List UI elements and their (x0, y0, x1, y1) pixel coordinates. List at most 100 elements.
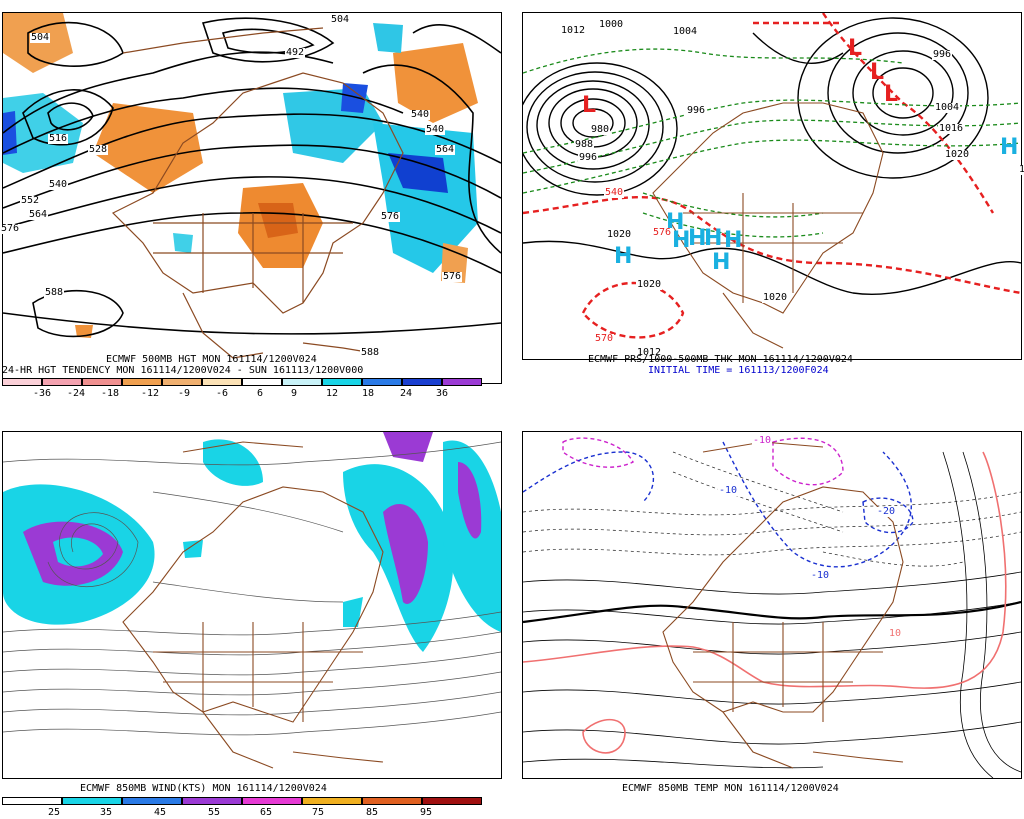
map-borders (662, 441, 904, 769)
panel-500mb-height (2, 12, 502, 384)
high-symbol: H (614, 244, 633, 269)
isobar-label: 996 (932, 49, 953, 60)
temp-contour-blue (523, 441, 914, 568)
caption-500mb: ECMWF 500MB HGT MON 161114/1200V024 (106, 354, 317, 365)
isobar-label: 1016 (938, 123, 965, 134)
tick: 55 (207, 807, 221, 818)
tick: 12 (325, 388, 339, 399)
isobar-label: 996 (686, 105, 707, 116)
isobar-label: 996 (578, 152, 599, 163)
contour-label: 576 (0, 223, 21, 234)
isobar-label: 1004 (672, 26, 699, 37)
thickness-label: 570 (594, 333, 615, 344)
contour-label: 516 (48, 133, 69, 144)
caption-wind: ECMWF 850MB WIND(KTS) MON 161114/1200V02… (80, 783, 327, 794)
colorbar-tendency: -36 -24 -18 -12 -9 -6 6 9 12 18 24 36 (2, 378, 482, 400)
high-symbol: H (704, 226, 723, 251)
thickness-red (523, 13, 1021, 339)
high-symbol: H (724, 228, 743, 253)
isobar-label: 988 (574, 139, 595, 150)
contour-label: 504 (30, 32, 51, 43)
tick: -18 (100, 388, 120, 399)
isobar-label: 1020 (636, 279, 663, 290)
panel-pressure-thickness (522, 12, 1022, 360)
temp-label: -10 (752, 435, 773, 446)
tick: 35 (99, 807, 113, 818)
tick: -36 (32, 388, 52, 399)
contour-label: 576 (380, 211, 401, 222)
tick: 24 (399, 388, 413, 399)
contour-label: 552 (20, 195, 41, 206)
caption-initial-time: INITIAL TIME = 161113/1200F024 (648, 365, 829, 376)
tick: 36 (435, 388, 449, 399)
map-borders (122, 441, 384, 769)
isobar-label: 1020 (944, 149, 971, 160)
tendency-fills (3, 13, 478, 338)
contour-label: 564 (28, 209, 49, 220)
high-symbol: H (688, 226, 707, 251)
isobar-label: 1012 (636, 347, 663, 358)
tick: -6 (215, 388, 229, 399)
low-symbol: L (848, 36, 863, 61)
tick: -9 (177, 388, 191, 399)
thickness-label: 576 (652, 227, 673, 238)
tick: 85 (365, 807, 379, 818)
low-symbol: L (884, 82, 899, 107)
tick: 65 (259, 807, 273, 818)
contour-label: 588 (44, 287, 65, 298)
temp-contours (523, 451, 1021, 778)
low-symbol: L (870, 60, 885, 85)
isobar-label: 980 (590, 124, 611, 135)
panel-850mb-temp (522, 431, 1022, 779)
isobar-label: 1028 (1018, 165, 1024, 175)
temp-contour-red (523, 451, 1007, 754)
caption-tendency: 24-HR HGT TENDENCY MON 161114/1200V024 -… (2, 365, 364, 376)
caption-pressure: ECMWF PRS/1000-500MB THK MON 161114/1200… (588, 354, 853, 365)
contour-label: 528 (88, 144, 109, 155)
tick: 95 (419, 807, 433, 818)
map-borders (652, 102, 884, 349)
isobar-label: 1020 (606, 229, 633, 240)
temp-label: 10 (888, 628, 903, 639)
streamlines (3, 441, 501, 736)
tick: 25 (47, 807, 61, 818)
temp-label: -10 (718, 485, 739, 496)
tick: 45 (153, 807, 167, 818)
tick: -12 (140, 388, 160, 399)
temp-label: -20 (876, 506, 897, 517)
isobar-label: 1020 (762, 292, 789, 303)
thickness-green (523, 48, 1021, 238)
tick: 9 (290, 388, 298, 399)
low-symbol: L (582, 93, 597, 118)
contour-label: 540 (48, 179, 69, 190)
temp-label: -10 (810, 570, 831, 581)
contour-label: 492 (285, 47, 306, 58)
map-wind (3, 432, 501, 769)
map-borders (111, 27, 404, 359)
high-symbol: H (1000, 135, 1019, 160)
tick: -24 (66, 388, 86, 399)
contour-label: 540 (410, 109, 431, 120)
isobar-label: 1000 (598, 19, 625, 30)
wind-fills (3, 432, 501, 652)
colorbar-wind: 25 35 45 55 65 75 85 95 (2, 797, 482, 819)
contour-label: 588 (360, 347, 381, 358)
isobar-label: 1004 (934, 102, 961, 113)
contour-label: 504 (330, 14, 351, 25)
contour-label: 576 (442, 271, 463, 282)
panel-850mb-wind (2, 431, 502, 779)
caption-temp: ECMWF 850MB TEMP MON 161114/1200V024 (622, 783, 839, 794)
thickness-label: 540 (604, 187, 625, 198)
zero-isotherm (523, 600, 1021, 624)
contour-label: 540 (425, 124, 446, 135)
height-contours (3, 17, 501, 338)
map-pressure (523, 13, 1021, 349)
isobar-label: 1012 (560, 25, 587, 36)
map-500mb (3, 13, 501, 359)
high-symbol: H (672, 228, 691, 253)
high-symbol: H (712, 250, 731, 275)
contour-label: 564 (435, 144, 456, 155)
tick: 75 (311, 807, 325, 818)
temp-contours-dashed (523, 451, 1021, 567)
tick: 18 (361, 388, 375, 399)
